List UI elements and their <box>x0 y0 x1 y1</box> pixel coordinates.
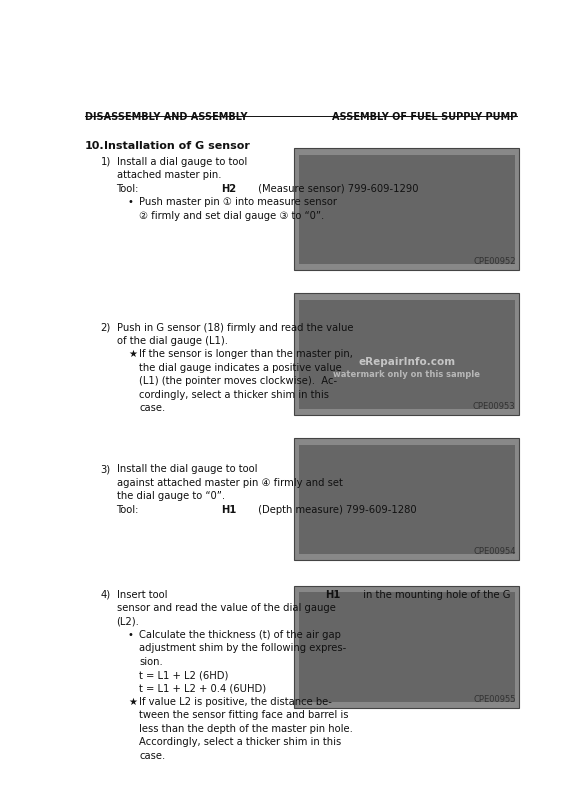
Text: sensor and read the value of the dial gauge: sensor and read the value of the dial ga… <box>117 603 335 612</box>
Text: 2): 2) <box>101 322 111 333</box>
Text: Push master pin ① into measure sensor: Push master pin ① into measure sensor <box>139 197 338 207</box>
Text: Tool:: Tool: <box>117 183 142 194</box>
Text: watermark only on this sample: watermark only on this sample <box>333 369 480 378</box>
Text: H2: H2 <box>221 183 236 194</box>
Text: Calculate the thickness (t) of the air gap: Calculate the thickness (t) of the air g… <box>139 629 341 639</box>
Bar <box>299 156 515 264</box>
Text: CPE00954: CPE00954 <box>473 547 515 556</box>
Text: CPE00953: CPE00953 <box>473 401 515 411</box>
Text: •: • <box>128 629 134 639</box>
Text: adjustment shim by the following expres-: adjustment shim by the following expres- <box>139 642 346 653</box>
Text: H1: H1 <box>221 504 236 514</box>
Text: the dial gauge indicates a positive value: the dial gauge indicates a positive valu… <box>139 363 342 372</box>
Text: Installation of G sensor: Installation of G sensor <box>104 141 249 151</box>
Text: (Measure sensor) 799-609-1290: (Measure sensor) 799-609-1290 <box>255 183 419 194</box>
Text: less than the depth of the master pin hole.: less than the depth of the master pin ho… <box>139 723 353 733</box>
Text: Tool:: Tool: <box>117 504 142 514</box>
Text: 4): 4) <box>101 589 111 599</box>
Text: ASSEMBLY OF FUEL SUPPLY PUMP: ASSEMBLY OF FUEL SUPPLY PUMP <box>332 112 517 122</box>
Text: CPE00952: CPE00952 <box>473 257 515 266</box>
Text: case.: case. <box>139 403 166 413</box>
Text: tween the sensor fitting face and barrel is: tween the sensor fitting face and barrel… <box>139 710 349 719</box>
Text: (Depth measure) 799-609-1280: (Depth measure) 799-609-1280 <box>255 504 417 514</box>
Text: Insert tool: Insert tool <box>117 589 170 599</box>
Bar <box>299 593 515 702</box>
Bar <box>294 294 519 416</box>
Text: Install the dial gauge to tool: Install the dial gauge to tool <box>117 464 260 474</box>
Text: 1): 1) <box>101 157 111 166</box>
Text: (L1) (the pointer moves clockwise).  Ac-: (L1) (the pointer moves clockwise). Ac- <box>139 375 338 386</box>
Text: (L2).: (L2). <box>117 616 140 625</box>
Text: H1: H1 <box>325 589 340 599</box>
Bar <box>299 445 515 555</box>
Text: of the dial gauge (L1).: of the dial gauge (L1). <box>117 336 228 345</box>
Text: cordingly, select a thicker shim in this: cordingly, select a thicker shim in this <box>139 389 329 399</box>
Text: the dial gauge to “0”.: the dial gauge to “0”. <box>117 491 225 500</box>
Text: •: • <box>128 197 134 207</box>
Text: t = L1 + L2 (6HD): t = L1 + L2 (6HD) <box>139 669 229 680</box>
Text: attached master pin.: attached master pin. <box>117 170 221 180</box>
Bar <box>299 300 515 410</box>
Text: Accordingly, select a thicker shim in this: Accordingly, select a thicker shim in th… <box>139 736 342 746</box>
Bar <box>294 439 519 560</box>
Text: DISASSEMBLY AND ASSEMBLY: DISASSEMBLY AND ASSEMBLY <box>85 112 247 122</box>
Bar <box>294 586 519 708</box>
Text: CPE00955: CPE00955 <box>473 694 515 703</box>
Text: ★: ★ <box>128 696 137 706</box>
Text: in the mounting hole of the G: in the mounting hole of the G <box>360 589 510 599</box>
Text: If value L2 is positive, the distance be-: If value L2 is positive, the distance be… <box>139 696 332 706</box>
Bar <box>294 149 519 271</box>
Text: eRepairInfo.com: eRepairInfo.com <box>358 356 455 366</box>
Text: ② firmly and set dial gauge ③ to “0”.: ② firmly and set dial gauge ③ to “0”. <box>139 210 325 221</box>
Text: Install a dial gauge to tool: Install a dial gauge to tool <box>117 157 250 166</box>
Text: 10.: 10. <box>85 141 104 151</box>
Text: Push in G sensor (18) firmly and read the value: Push in G sensor (18) firmly and read th… <box>117 322 353 333</box>
Text: case.: case. <box>139 750 166 760</box>
Text: sion.: sion. <box>139 656 163 666</box>
Text: t = L1 + L2 + 0.4 (6UHD): t = L1 + L2 + 0.4 (6UHD) <box>139 683 266 693</box>
Text: ★: ★ <box>128 349 137 359</box>
Text: 3): 3) <box>101 464 111 474</box>
Text: If the sensor is longer than the master pin,: If the sensor is longer than the master … <box>139 349 353 359</box>
Text: against attached master pin ④ firmly and set: against attached master pin ④ firmly and… <box>117 478 342 487</box>
